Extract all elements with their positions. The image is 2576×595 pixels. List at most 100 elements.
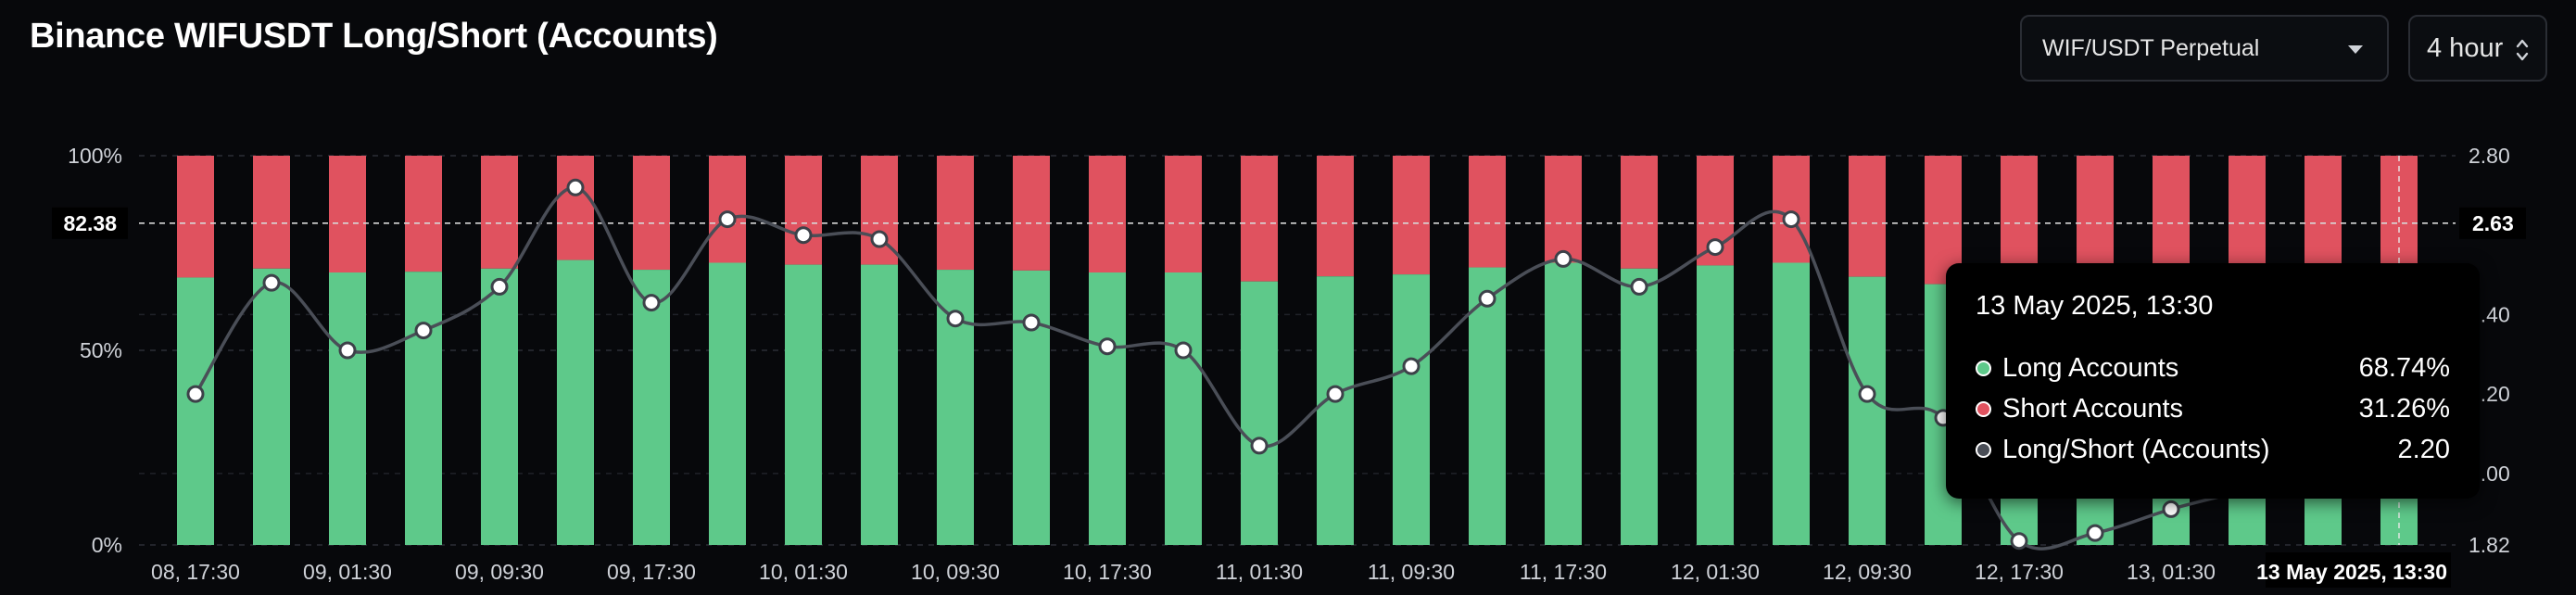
short-bar — [1165, 156, 1202, 272]
long-bar — [177, 277, 214, 545]
x-tick-label: 09, 01:30 — [303, 560, 392, 584]
short-bar — [709, 156, 746, 263]
short-bar — [177, 156, 214, 278]
tooltip-time: 13 May 2025, 13:30 — [1976, 291, 2214, 321]
tooltip-value: 2.20 — [2397, 434, 2450, 464]
ratio-point — [1250, 437, 1269, 455]
long-bar — [481, 268, 518, 545]
tooltip-row-ratio: Long/Short (Accounts) 2.20 — [1976, 429, 2450, 470]
ratio-point — [262, 273, 281, 292]
tooltip-row-short: Short Accounts 31.26% — [1976, 388, 2450, 429]
x-tick-label: 11, 09:30 — [1368, 560, 1455, 584]
long-bar — [1469, 267, 1506, 545]
short-bar — [557, 156, 594, 260]
x-tick-label: 09, 09:30 — [455, 560, 544, 584]
tooltip-value: 31.26% — [2358, 393, 2450, 424]
ratio-point — [1706, 238, 1724, 257]
ratio-point — [1022, 313, 1041, 332]
x-tick-label: 13, 01:30 — [2127, 560, 2216, 584]
long-bar — [1393, 274, 1430, 545]
ratio-point — [338, 341, 357, 360]
long-bar — [1317, 276, 1354, 545]
long-bar — [557, 260, 594, 545]
ratio-line — [194, 185, 2401, 551]
long-bar — [785, 264, 822, 545]
y-left-tick-label: 100% — [68, 144, 122, 168]
ratio-point — [718, 210, 737, 229]
long-bar — [1241, 281, 1278, 545]
short-bar — [1621, 156, 1658, 269]
short-bar — [2380, 156, 2418, 278]
crosshair-left-label: 82.38 — [63, 211, 117, 235]
ratio-point — [870, 230, 889, 248]
x-tick-label: 10, 17:30 — [1063, 560, 1152, 584]
tooltip-value: 68.74% — [2358, 352, 2450, 383]
short-dot-icon — [1976, 400, 1991, 417]
ratio-point — [946, 310, 965, 328]
tooltip-row-long: Long Accounts 68.74% — [1976, 348, 2450, 388]
tooltip-label: Long/Short (Accounts) — [2002, 434, 2270, 464]
long-bar — [253, 268, 290, 545]
ratio-point — [1478, 289, 1496, 308]
crosshair-left-label-bg — [52, 207, 128, 239]
ratio-point — [794, 226, 813, 245]
ratio-point — [490, 277, 509, 296]
short-bar — [1241, 156, 1278, 282]
long-bar — [329, 272, 366, 545]
short-bar — [633, 156, 670, 271]
ratio-point — [1174, 341, 1193, 360]
short-bar — [937, 156, 974, 271]
short-bar — [329, 156, 366, 272]
x-tick-label: 08, 17:30 — [151, 560, 240, 584]
chevron-down-icon — [2348, 45, 2363, 54]
chart-tooltip: 13 May 2025, 13:30 Long Accounts 68.74% … — [1946, 263, 2480, 499]
short-bar — [405, 156, 442, 272]
long-bar — [1849, 276, 1886, 545]
x-tick-label: 11, 17:30 — [1520, 560, 1607, 584]
long-bar — [709, 262, 746, 545]
page-title: Binance WIFUSDT Long/Short (Accounts) — [30, 17, 718, 56]
ratio-point — [2086, 524, 2104, 542]
y-right-tick-label: 2.80 — [2469, 144, 2510, 168]
x-tick-label: 12, 01:30 — [1671, 560, 1760, 584]
interval-select[interactable]: 4 hour — [2408, 15, 2547, 82]
interval-select-value: 4 hour — [2427, 32, 2504, 63]
x-tick-label: 09, 17:30 — [607, 560, 696, 584]
short-bar — [1089, 156, 1126, 272]
x-tick-label: 12, 09:30 — [1823, 560, 1912, 584]
x-tick-label: 10, 01:30 — [759, 560, 848, 584]
long-bar — [1013, 270, 1050, 545]
short-bar — [1317, 156, 1354, 277]
updown-chevron-icon — [2516, 39, 2529, 61]
short-bar — [2305, 156, 2342, 283]
x-tick-label: 10, 09:30 — [911, 560, 1000, 584]
ratio-dot-icon — [1976, 441, 1991, 458]
y-right-tick-label: 1.82 — [2469, 533, 2510, 557]
short-bar — [1773, 156, 1810, 263]
ratio-point — [2010, 532, 2028, 551]
long-bar — [1621, 268, 1658, 545]
x-tick-label-bg — [2266, 552, 2451, 588]
tooltip-label: Short Accounts — [2002, 393, 2184, 424]
y-left-tick-label: 50% — [80, 338, 122, 362]
crosshair-right-label-bg — [2459, 207, 2526, 239]
ratio-point — [1554, 249, 1572, 268]
short-bar — [481, 156, 518, 269]
ratio-point — [566, 178, 585, 196]
tooltip-label: Long Accounts — [2002, 352, 2179, 383]
long-bar — [1545, 262, 1582, 545]
short-bar — [2229, 156, 2266, 285]
short-bar — [1393, 156, 1430, 275]
pair-select[interactable]: WIF/USDT Perpetual — [2020, 15, 2389, 82]
ratio-point — [1630, 277, 1648, 296]
x-tick-label: 13 May 2025, 13:30 — [2256, 560, 2447, 584]
ratio-point — [1098, 337, 1117, 356]
short-bar — [785, 156, 822, 265]
long-bar — [861, 264, 898, 545]
ratio-point — [2162, 500, 2180, 518]
ratio-point — [186, 385, 205, 403]
y-left-tick-label: 0% — [92, 533, 122, 557]
long-bar — [633, 270, 670, 545]
short-bar — [1013, 156, 1050, 271]
